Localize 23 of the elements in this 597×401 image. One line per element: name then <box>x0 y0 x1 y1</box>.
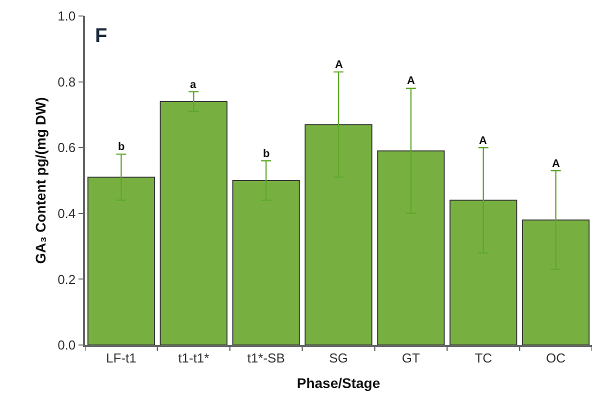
x-axis-title: Phase/Stage <box>296 375 380 392</box>
annotation: A <box>335 59 343 71</box>
x-tick-label: t1-t1* <box>178 350 210 366</box>
x-tick-label: SG <box>329 350 348 366</box>
x-tick-label: GT <box>402 350 420 366</box>
annotation: F <box>95 25 108 47</box>
annotation: A <box>407 75 415 87</box>
annotation: a <box>190 79 197 91</box>
annotation: A <box>552 158 560 170</box>
x-tick-label: TC <box>474 350 492 366</box>
x-tick-label: LF-t1 <box>106 350 136 366</box>
y-tick-label: 0.0 <box>58 338 76 353</box>
annotation: A <box>479 135 487 147</box>
y-tick-label: 1.0 <box>58 8 76 24</box>
y-tick-label: 0.6 <box>58 140 76 156</box>
x-tick-label: OC <box>546 350 566 366</box>
annotation: b <box>118 141 125 153</box>
y-tick-label: 0.2 <box>58 272 76 287</box>
annotation: b <box>263 148 270 160</box>
y-tick-label: 0.8 <box>58 74 76 90</box>
x-tick-label: t1*-SB <box>247 350 285 366</box>
y-axis-title: GA₃ Content pg/(mg DW) <box>32 97 49 264</box>
y-tick-label: 0.4 <box>58 206 76 221</box>
